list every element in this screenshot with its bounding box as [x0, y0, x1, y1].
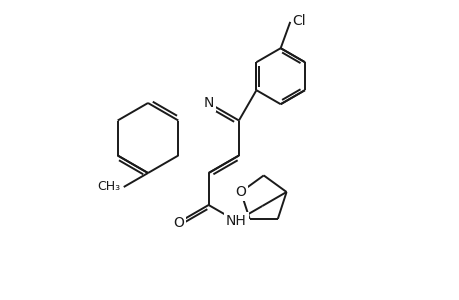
Text: CH₃: CH₃: [97, 181, 121, 194]
Text: N: N: [203, 96, 213, 110]
Text: O: O: [173, 216, 184, 230]
Text: O: O: [235, 185, 246, 199]
Text: Cl: Cl: [291, 14, 305, 28]
Text: NH: NH: [225, 214, 246, 228]
